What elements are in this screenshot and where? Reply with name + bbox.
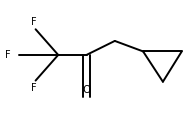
Text: F: F	[31, 83, 36, 93]
Text: O: O	[82, 85, 91, 95]
Text: F: F	[31, 17, 36, 27]
Text: F: F	[6, 50, 11, 60]
